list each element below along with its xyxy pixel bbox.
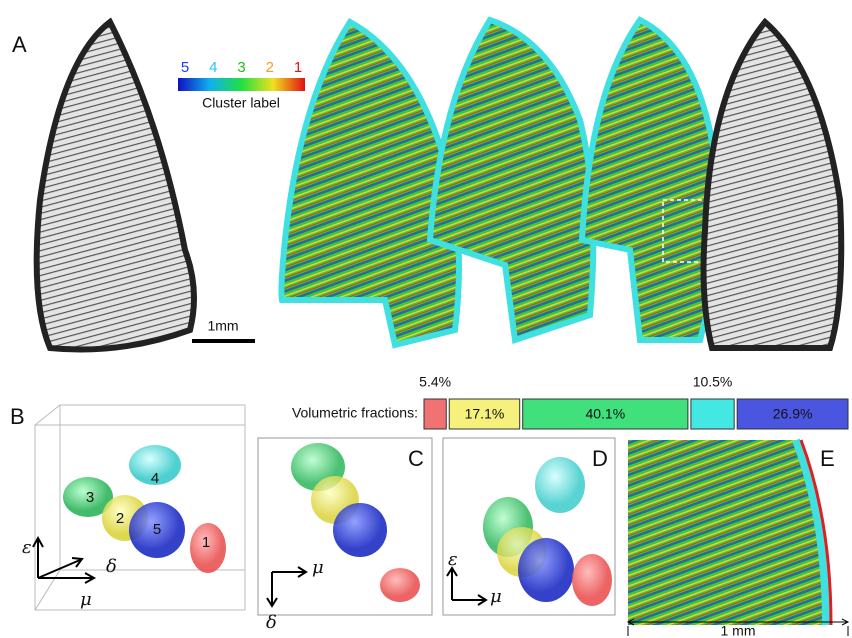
cluster-blob bbox=[333, 503, 387, 557]
fraction-label: 5.4% bbox=[419, 374, 451, 390]
axis-label: ε bbox=[448, 549, 458, 570]
fractions-label: Volumetric fractions: bbox=[292, 405, 418, 421]
cluster-blob bbox=[518, 538, 574, 602]
fraction-segment bbox=[424, 399, 446, 429]
cluster-marker: 3 bbox=[86, 489, 94, 506]
colorbar-tick-label: 5 bbox=[181, 59, 189, 76]
colorbar-tick-label: 4 bbox=[209, 59, 217, 76]
colorbar-tick-label: 3 bbox=[237, 59, 245, 76]
panel-label: B bbox=[10, 404, 25, 429]
colorbar-tick-label: 2 bbox=[266, 59, 274, 76]
fraction-label: 10.5% bbox=[693, 374, 733, 390]
cross-section-1 bbox=[281, 22, 459, 345]
panel-label: C bbox=[408, 446, 424, 471]
colorbar bbox=[178, 78, 305, 91]
axis-label: δ bbox=[266, 612, 277, 633]
fraction-label: 26.9% bbox=[773, 406, 813, 422]
fraction-label: 17.1% bbox=[465, 406, 505, 422]
axis-label: μ bbox=[80, 589, 92, 610]
cluster-marker: 1 bbox=[202, 534, 210, 551]
fraction-segment bbox=[691, 399, 734, 429]
fraction-label: 40.1% bbox=[585, 406, 625, 422]
colorbar-tick-label: 1 bbox=[294, 59, 302, 76]
axis-label: μ bbox=[312, 557, 324, 578]
axis-label: δ bbox=[106, 556, 117, 577]
scale-bar-label: 1mm bbox=[207, 318, 238, 334]
cluster-blob bbox=[380, 568, 420, 602]
panel-label: D bbox=[592, 446, 608, 471]
axis-label: ε bbox=[22, 537, 32, 558]
panel-label: A bbox=[12, 32, 27, 57]
cluster-marker: 4 bbox=[151, 470, 159, 487]
dimension-label: 1 mm bbox=[721, 623, 756, 638]
fraction-bar: 5.4% 17.1% 40.1% 10.5% 26.9% bbox=[419, 374, 848, 429]
colorbar-labels: 5 4 3 2 1 bbox=[181, 59, 302, 76]
cluster-marker: 2 bbox=[116, 510, 124, 527]
axis-label: μ bbox=[490, 586, 502, 607]
axes-arrows bbox=[33, 538, 94, 583]
cluster-blob bbox=[535, 457, 585, 513]
cluster-marker: 5 bbox=[153, 521, 161, 538]
colorbar-title: Cluster label bbox=[202, 95, 280, 111]
tooth-render-right bbox=[704, 22, 842, 348]
axes-arrows bbox=[267, 567, 306, 606]
axes-arrows bbox=[447, 568, 486, 605]
panel-label: E bbox=[820, 446, 835, 471]
figure: A 54321 Cluster label 1mm B 3 4 2 5 1 ε … bbox=[0, 0, 852, 638]
cross-section-3 bbox=[582, 20, 718, 340]
tooth-render-left bbox=[37, 22, 194, 350]
cluster-blob bbox=[572, 554, 612, 606]
